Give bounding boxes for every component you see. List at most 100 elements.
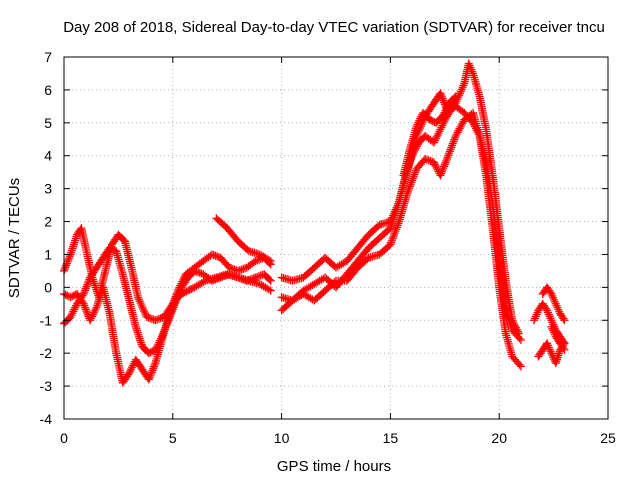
data-point bbox=[422, 155, 431, 164]
data-point bbox=[72, 232, 81, 241]
data-point bbox=[149, 362, 158, 371]
data-point bbox=[94, 297, 103, 306]
data-point bbox=[449, 137, 458, 146]
data-point bbox=[82, 307, 91, 316]
data-point bbox=[543, 308, 552, 317]
data-point bbox=[467, 65, 476, 74]
data-point bbox=[431, 134, 440, 143]
data-point bbox=[560, 345, 569, 354]
data-point bbox=[85, 275, 94, 284]
data-point bbox=[440, 117, 449, 126]
data-point bbox=[83, 278, 92, 287]
data-point bbox=[412, 122, 421, 131]
data-point bbox=[442, 104, 451, 113]
data-point bbox=[90, 281, 99, 290]
data-point bbox=[430, 136, 439, 145]
data-point bbox=[450, 93, 459, 102]
data-point bbox=[546, 347, 555, 356]
data-point bbox=[265, 275, 274, 284]
data-point bbox=[145, 373, 154, 382]
data-point bbox=[125, 368, 134, 377]
data-point bbox=[532, 310, 541, 319]
data-point bbox=[550, 297, 559, 306]
data-point bbox=[80, 301, 89, 310]
data-point bbox=[150, 360, 159, 369]
y-tick-label: 2 bbox=[44, 214, 52, 230]
data-point bbox=[408, 176, 417, 185]
data-point bbox=[453, 128, 462, 137]
data-point bbox=[146, 314, 155, 323]
data-point bbox=[446, 145, 455, 154]
data-point bbox=[439, 110, 448, 119]
data-point bbox=[146, 371, 155, 380]
data-point bbox=[548, 324, 557, 333]
data-point bbox=[445, 147, 454, 156]
data-point bbox=[127, 365, 136, 374]
data-point bbox=[137, 301, 146, 310]
data-point bbox=[144, 375, 153, 384]
y-tick-label: -4 bbox=[40, 411, 53, 427]
data-point bbox=[553, 303, 562, 312]
data-point bbox=[452, 130, 461, 139]
data-point bbox=[403, 187, 412, 196]
data-point bbox=[363, 255, 372, 264]
data-point bbox=[431, 162, 440, 171]
y-tick-label: -3 bbox=[40, 378, 53, 394]
data-point bbox=[137, 338, 146, 347]
data-point bbox=[69, 307, 78, 316]
data-point bbox=[264, 255, 273, 264]
x-tick-label: 5 bbox=[169, 430, 177, 446]
data-point bbox=[531, 312, 540, 321]
data-point bbox=[61, 263, 70, 272]
y-tick-label: -2 bbox=[40, 345, 53, 361]
data-point bbox=[459, 81, 468, 90]
data-point bbox=[457, 121, 466, 130]
data-point bbox=[404, 186, 413, 195]
data-point bbox=[134, 330, 143, 339]
data-point bbox=[516, 336, 525, 345]
data-point bbox=[437, 169, 446, 178]
x-tick-label: 0 bbox=[60, 430, 68, 446]
data-point bbox=[154, 314, 163, 323]
data-point bbox=[445, 149, 454, 158]
data-point bbox=[407, 178, 416, 187]
data-point bbox=[406, 180, 415, 189]
data-point bbox=[393, 221, 402, 230]
data-point bbox=[69, 242, 78, 251]
data-point bbox=[432, 132, 441, 141]
data-point bbox=[430, 160, 439, 169]
y-tick-label: 5 bbox=[44, 115, 52, 131]
y-tick-label: 7 bbox=[44, 49, 52, 65]
data-point bbox=[457, 85, 466, 94]
series-track-l bbox=[547, 322, 569, 354]
data-point bbox=[266, 276, 275, 285]
data-point bbox=[151, 316, 160, 325]
data-point bbox=[546, 314, 555, 323]
data-point bbox=[549, 326, 558, 335]
data-point bbox=[547, 289, 556, 298]
data-point bbox=[266, 286, 275, 295]
x-ticks: 0 5 10 15 20 25 bbox=[60, 57, 616, 446]
data-point bbox=[81, 303, 90, 312]
data-point bbox=[235, 266, 244, 275]
data-point bbox=[243, 245, 252, 254]
data-point bbox=[424, 156, 433, 165]
data-point bbox=[91, 304, 100, 313]
data-point bbox=[71, 234, 80, 243]
data-point bbox=[134, 295, 143, 304]
data-point bbox=[199, 277, 208, 286]
series-track-g bbox=[277, 108, 525, 371]
y-axis-label: SDTVAR / TECUs bbox=[6, 178, 23, 298]
data-point bbox=[133, 293, 142, 302]
data-point bbox=[551, 299, 560, 308]
x-tick-label: 25 bbox=[600, 430, 616, 446]
data-point bbox=[548, 291, 557, 300]
data-point bbox=[119, 235, 128, 244]
data-point bbox=[149, 364, 158, 373]
data-point bbox=[190, 266, 199, 275]
data-point bbox=[253, 272, 262, 281]
data-point bbox=[560, 316, 569, 325]
data-point bbox=[64, 255, 73, 264]
data-point bbox=[142, 312, 151, 321]
data-point bbox=[92, 303, 101, 312]
